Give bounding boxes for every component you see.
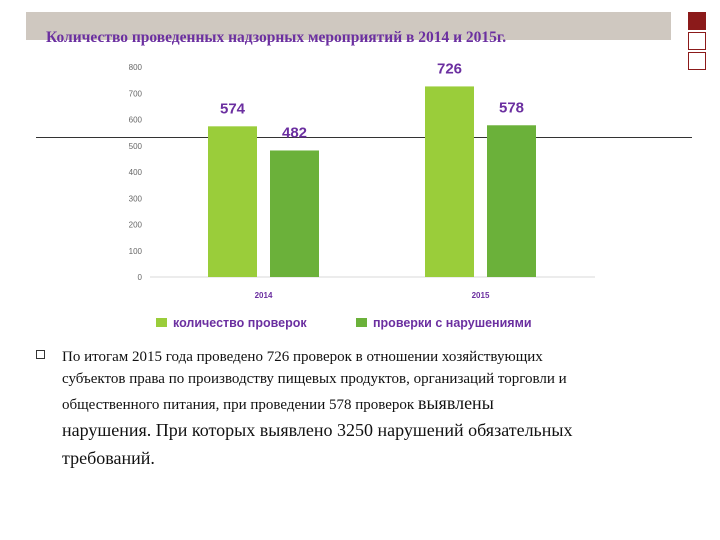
slide-title: Количество проведенных надзорных меропри…: [46, 29, 507, 46]
title-bar: [26, 12, 671, 40]
body-line: общественного питания, при проведении 57…: [62, 390, 702, 416]
data-label: 726: [437, 60, 462, 77]
data-label: 578: [499, 99, 524, 116]
y-tick-label: 300: [129, 194, 143, 203]
data-label: 482: [282, 124, 307, 141]
y-tick-label: 100: [129, 247, 143, 256]
x-tick-label: 2015: [472, 291, 490, 300]
legend-swatch: [356, 318, 367, 327]
bar: [487, 125, 536, 278]
legend-swatch: [156, 318, 167, 327]
bar: [425, 86, 474, 277]
body-line-part: выявлены: [417, 393, 494, 413]
corner-square: [688, 12, 706, 30]
bullet-icon: [36, 350, 45, 359]
body-line: нарушения. При которых выявлено 3250 нар…: [62, 420, 573, 440]
bars-group: 574 482 726 578: [208, 60, 536, 278]
side-square: [688, 52, 706, 70]
legend-label: проверки с нарушениями: [373, 316, 532, 330]
body-line-part: общественного питания, при проведении 57…: [62, 397, 418, 413]
y-tick-label: 500: [129, 142, 143, 151]
legend: количество проверок проверки с нарушениям…: [156, 316, 532, 330]
data-label: 574: [220, 100, 246, 117]
body-line: субъектов права по производству пищевых …: [62, 371, 567, 387]
y-tick-label: 0: [138, 273, 143, 282]
y-tick-label: 800: [129, 63, 143, 72]
body-line: требований.: [62, 448, 155, 468]
bar: [270, 150, 319, 277]
side-square: [688, 32, 706, 50]
divider-line: [36, 137, 692, 138]
y-axis: 0 100 200 300 400 500 600 700 800: [129, 63, 143, 282]
y-tick-label: 600: [129, 116, 143, 125]
y-tick-label: 700: [129, 89, 143, 98]
bar: [208, 126, 257, 277]
body-paragraph: По итогам 2015 года проведено 726 провер…: [62, 346, 702, 472]
y-tick-label: 200: [129, 221, 143, 230]
body-line: По итогам 2015 года проведено 726 провер…: [62, 349, 543, 365]
legend-label: количество проверок: [173, 316, 307, 330]
y-tick-label: 400: [129, 168, 143, 177]
x-axis: 2014 2015: [255, 291, 490, 300]
x-tick-label: 2014: [255, 291, 273, 300]
bar-chart: 0 100 200 300 400 500 600 700 800 574 482 726 578 2…: [129, 60, 595, 330]
